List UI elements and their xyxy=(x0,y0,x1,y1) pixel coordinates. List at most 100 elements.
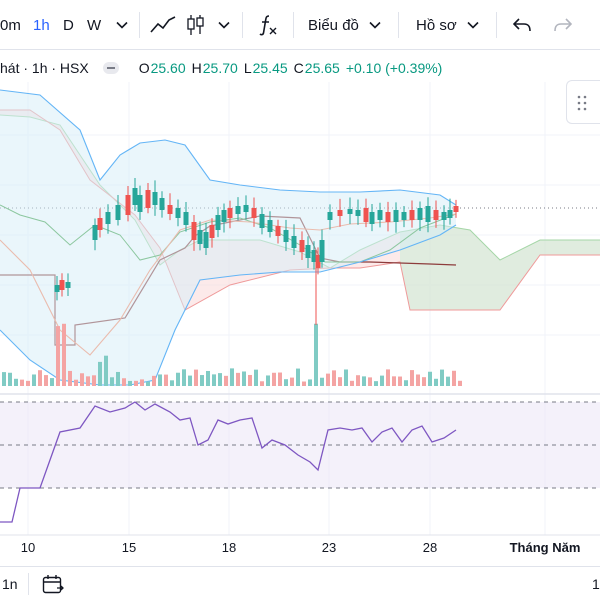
volume-bar xyxy=(122,378,126,386)
redo-icon[interactable] xyxy=(554,0,572,50)
price-chart[interactable]: 10 15 18 23 28 Tháng Năm xyxy=(0,50,600,566)
symbol-title[interactable]: hát · 1h · HSX xyxy=(0,60,89,76)
bollinger-fill xyxy=(0,90,456,385)
x-tick-label: Tháng Năm xyxy=(510,540,581,555)
candle-body xyxy=(385,212,391,222)
timeframe-w[interactable]: W xyxy=(87,0,101,50)
volume-bar xyxy=(410,370,414,386)
volume-bar xyxy=(422,377,426,386)
candle-body xyxy=(377,210,383,220)
goto-date-calendar-icon[interactable] xyxy=(42,574,64,599)
candle-body xyxy=(132,188,138,205)
volume-bar xyxy=(242,371,246,386)
volume-bar xyxy=(110,377,114,386)
x-tick-label: 28 xyxy=(423,540,437,555)
volume-bar xyxy=(446,376,450,386)
candle-body xyxy=(97,218,103,230)
candle-body xyxy=(453,206,459,212)
volume-bar xyxy=(230,368,234,386)
candle-body xyxy=(221,210,227,222)
timeframe-dropdown-chevron-icon[interactable] xyxy=(116,0,128,50)
volume-bar xyxy=(428,371,432,386)
volume-bar xyxy=(56,326,60,386)
volume-bar xyxy=(2,372,6,386)
range-1n-button[interactable]: 1n xyxy=(2,576,18,592)
volume-bar xyxy=(260,381,264,386)
close-value: 25.65 xyxy=(304,60,340,76)
volume-bar xyxy=(8,372,12,386)
volume-bar xyxy=(170,380,174,386)
volume-bar xyxy=(386,369,390,386)
candle-body xyxy=(65,282,71,288)
bottom-right-label[interactable]: 1 xyxy=(592,576,600,592)
candlestick-chart-icon[interactable] xyxy=(186,0,206,50)
volume-bar xyxy=(284,379,288,386)
volume-bar xyxy=(152,375,156,386)
volume-bar xyxy=(194,369,198,386)
volume-bar xyxy=(92,375,96,386)
candle-body xyxy=(283,230,289,242)
toolbar-divider xyxy=(398,12,399,38)
volume-bar xyxy=(356,375,360,386)
bottom-toolbar: 1n 1 xyxy=(0,566,600,600)
volume-bar xyxy=(38,370,42,386)
open-label: O xyxy=(138,60,150,76)
candle-body xyxy=(175,208,181,218)
bollinger-lower xyxy=(0,224,457,386)
candle-body xyxy=(311,250,317,262)
candle-body xyxy=(227,208,233,218)
line-chart-icon[interactable] xyxy=(150,0,176,50)
volume-bar xyxy=(266,375,270,386)
chart-menu-label: Biểu đồ xyxy=(308,16,359,34)
timeframe-d[interactable]: D xyxy=(63,0,74,50)
drag-dots-icon xyxy=(577,95,587,111)
candle-body xyxy=(425,206,431,222)
panel-drag-handle[interactable] xyxy=(566,80,600,124)
candle-body xyxy=(203,232,209,248)
toolbar-divider xyxy=(242,12,243,38)
high-label: H xyxy=(191,60,202,76)
chart-menu-button[interactable]: Biểu đồ xyxy=(308,0,381,50)
candle-body xyxy=(115,205,121,220)
candle-body xyxy=(355,210,361,216)
candle-body xyxy=(243,205,249,212)
volume-bar xyxy=(296,368,300,386)
toolbar-divider xyxy=(293,12,294,38)
volume-bar xyxy=(134,380,138,386)
candle-body xyxy=(447,210,453,218)
candle-body xyxy=(441,212,447,220)
timeframe-1h[interactable]: 1h xyxy=(33,0,50,50)
rsi-pane xyxy=(0,401,600,523)
hide-series-icon[interactable] xyxy=(102,62,119,74)
candle-body xyxy=(105,212,111,224)
volume-bar xyxy=(392,376,396,386)
volume-bar xyxy=(374,381,378,386)
candle-body xyxy=(347,209,353,214)
volume-bar xyxy=(380,375,384,386)
profile-menu-button[interactable]: Hồ sơ xyxy=(416,0,479,50)
candle-body xyxy=(152,192,158,205)
low-label: L xyxy=(243,60,252,76)
volume-bar xyxy=(68,370,72,386)
candle-body xyxy=(197,230,203,244)
volume-bar xyxy=(320,377,324,386)
volume-bar xyxy=(290,377,294,386)
undo-icon[interactable] xyxy=(513,0,531,50)
timeframe-0m[interactable]: 0m xyxy=(0,0,21,50)
volume-bar xyxy=(440,369,444,386)
indicators-fx-icon[interactable] xyxy=(258,0,278,50)
time-axis: 10 15 18 23 28 Tháng Năm xyxy=(21,540,581,555)
candle-body xyxy=(125,195,131,215)
volume-bar xyxy=(32,374,36,386)
volume-bar xyxy=(74,379,78,386)
chevron-down-icon xyxy=(369,21,381,29)
x-tick-label: 15 xyxy=(122,540,136,555)
chevron-down-icon xyxy=(467,21,479,29)
candle-body xyxy=(363,208,369,222)
volume-bar xyxy=(140,379,144,386)
chart-type-chevron-icon[interactable] xyxy=(218,0,230,50)
candle-body xyxy=(275,226,281,236)
candle-body xyxy=(92,225,98,240)
volume-bar xyxy=(164,374,168,386)
bollinger-upper xyxy=(0,89,457,206)
